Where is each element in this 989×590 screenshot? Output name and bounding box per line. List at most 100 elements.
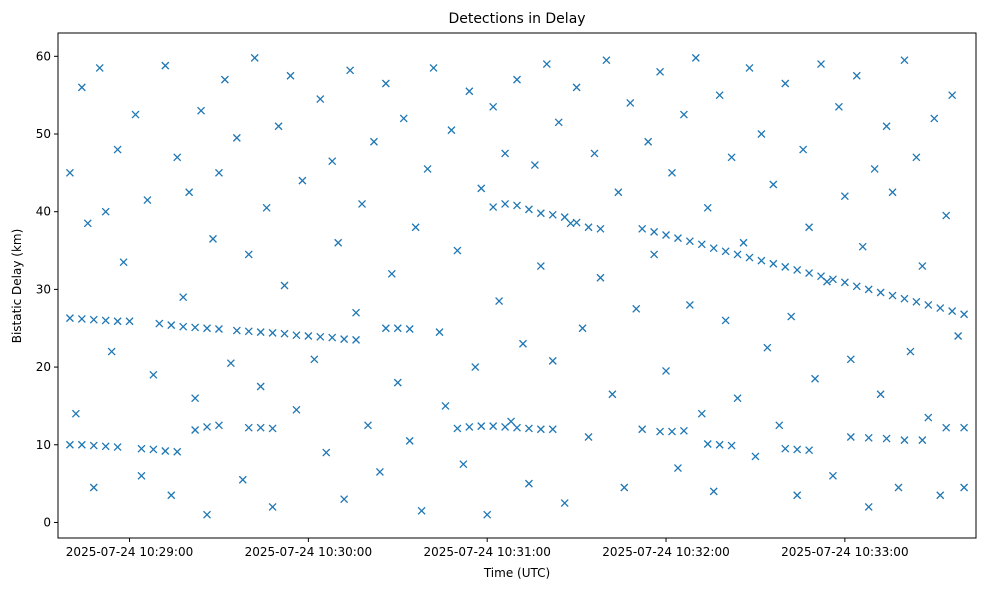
data-point xyxy=(626,98,635,107)
data-point xyxy=(203,324,211,333)
data-point xyxy=(65,440,74,449)
data-point xyxy=(411,223,420,232)
data-point xyxy=(340,495,349,504)
data-point xyxy=(405,325,414,333)
data-point xyxy=(888,188,897,197)
data-point xyxy=(828,471,837,480)
data-point xyxy=(596,273,605,282)
data-point xyxy=(656,427,665,436)
data-point xyxy=(250,53,259,62)
data-point xyxy=(685,300,694,309)
data-point xyxy=(203,510,211,519)
data-point xyxy=(584,433,593,441)
data-point xyxy=(77,440,86,449)
data-point xyxy=(870,165,879,173)
data-point xyxy=(161,61,170,70)
data-point xyxy=(477,422,486,431)
data-point xyxy=(805,223,814,232)
data-point xyxy=(256,382,265,391)
data-point xyxy=(131,110,140,119)
data-point xyxy=(429,64,438,72)
data-point xyxy=(668,168,676,177)
data-point xyxy=(566,219,575,228)
data-point xyxy=(793,491,802,500)
data-point xyxy=(191,394,200,403)
x-tick-label: 2025-07-24 10:31:00 xyxy=(423,545,550,559)
data-point xyxy=(524,424,533,433)
data-point xyxy=(453,424,462,433)
data-point xyxy=(691,53,700,62)
data-point xyxy=(834,102,843,111)
data-point xyxy=(530,161,539,170)
data-point xyxy=(960,483,969,492)
data-point xyxy=(387,269,396,278)
data-point xyxy=(328,333,337,342)
data-point xyxy=(244,250,253,259)
data-point xyxy=(709,487,718,496)
data-point xyxy=(214,325,223,333)
data-point xyxy=(298,176,307,185)
data-point xyxy=(209,234,217,243)
data-point xyxy=(781,79,790,88)
x-axis-label: Time (UTC) xyxy=(483,566,550,580)
data-point xyxy=(280,281,289,290)
data-point xyxy=(840,192,849,201)
data-point xyxy=(578,324,587,333)
data-point xyxy=(77,314,86,323)
data-point xyxy=(334,238,343,247)
data-point xyxy=(793,266,802,274)
data-point xyxy=(477,184,486,193)
data-point xyxy=(191,323,200,332)
data-point xyxy=(763,343,772,352)
data-point xyxy=(548,356,557,365)
data-point xyxy=(644,137,653,146)
data-point xyxy=(316,332,325,341)
data-point xyxy=(280,329,289,338)
data-point xyxy=(107,347,116,356)
data-point xyxy=(733,250,742,259)
data-point xyxy=(519,339,527,348)
data-point xyxy=(846,355,855,364)
data-point xyxy=(399,114,408,123)
data-point xyxy=(554,118,563,127)
data-point xyxy=(560,213,569,222)
data-point xyxy=(697,409,706,418)
data-point xyxy=(912,153,921,162)
data-point xyxy=(393,378,402,387)
data-point xyxy=(876,390,885,399)
data-point xyxy=(781,262,790,271)
data-point xyxy=(852,71,861,80)
data-point xyxy=(727,441,736,450)
data-point xyxy=(495,297,504,305)
data-point xyxy=(524,479,533,488)
data-point xyxy=(113,317,122,326)
data-point xyxy=(95,64,104,72)
data-point xyxy=(542,60,551,69)
data-point xyxy=(960,423,969,432)
data-point xyxy=(381,324,390,333)
data-point xyxy=(536,425,545,434)
data-point xyxy=(316,95,325,103)
data-point xyxy=(435,328,444,337)
data-point xyxy=(560,499,569,507)
data-point xyxy=(918,262,927,271)
data-point xyxy=(524,205,533,214)
y-tick-label: 10 xyxy=(36,438,51,452)
plot-frame xyxy=(57,32,977,539)
data-point xyxy=(811,374,820,383)
data-point xyxy=(268,328,277,337)
x-tick-label: 2025-07-24 10:33:00 xyxy=(781,545,908,559)
data-point xyxy=(453,246,462,255)
y-tick-label: 20 xyxy=(36,360,51,374)
data-point xyxy=(769,259,778,268)
data-point xyxy=(775,421,784,430)
data-point xyxy=(668,427,676,436)
data-point xyxy=(948,307,957,316)
data-point xyxy=(268,424,277,433)
data-point xyxy=(101,316,110,325)
data-point xyxy=(846,433,855,441)
data-point xyxy=(65,168,74,177)
data-point xyxy=(501,199,510,208)
data-point xyxy=(930,114,939,123)
